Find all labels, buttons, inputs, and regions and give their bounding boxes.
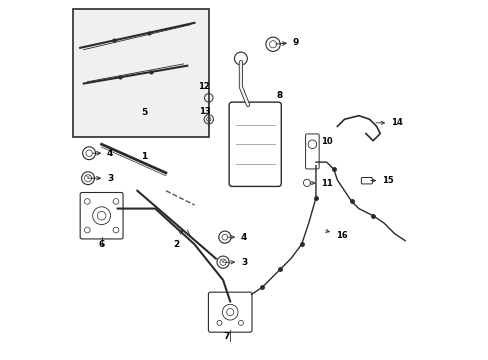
Text: 12: 12 bbox=[198, 82, 209, 91]
Text: 8: 8 bbox=[276, 91, 283, 100]
Text: 15: 15 bbox=[370, 176, 393, 185]
Text: 16: 16 bbox=[325, 229, 346, 240]
Bar bbox=[73, 9, 208, 137]
Text: 11: 11 bbox=[309, 179, 332, 188]
Text: 4: 4 bbox=[93, 149, 113, 158]
Text: 4: 4 bbox=[227, 233, 247, 242]
Text: 1: 1 bbox=[141, 152, 147, 161]
Text: 9: 9 bbox=[275, 38, 299, 47]
Text: 10: 10 bbox=[321, 137, 332, 146]
Text: 6: 6 bbox=[98, 240, 104, 249]
Text: 2: 2 bbox=[173, 230, 183, 249]
Text: 3: 3 bbox=[91, 174, 113, 183]
Text: 3: 3 bbox=[225, 258, 246, 267]
Text: 7: 7 bbox=[223, 332, 229, 341]
Text: 13: 13 bbox=[198, 107, 210, 116]
Text: 5: 5 bbox=[141, 108, 147, 117]
Text: 14: 14 bbox=[375, 118, 402, 127]
